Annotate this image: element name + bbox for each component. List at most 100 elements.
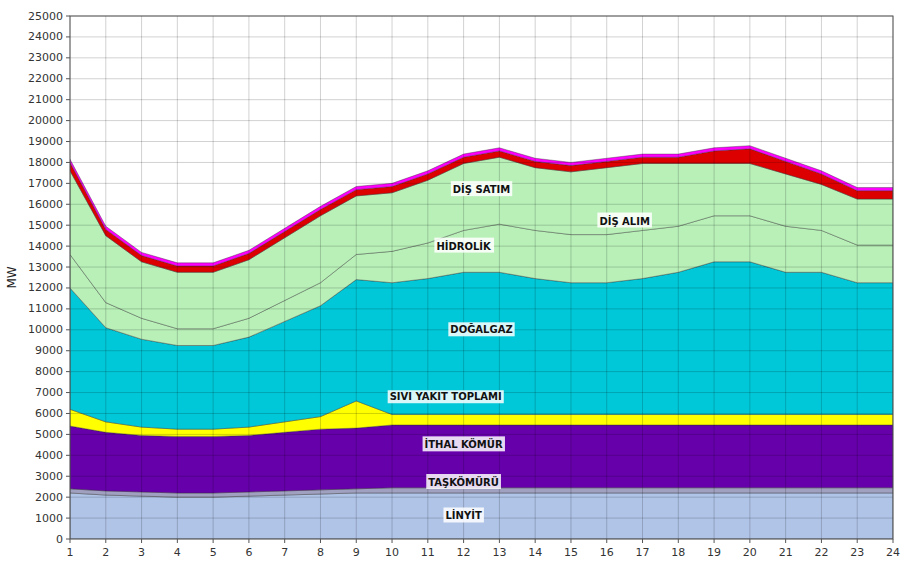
- tick-label-x: 23: [850, 546, 864, 559]
- tick-y: [66, 413, 70, 414]
- tick-label-y: 1000: [35, 512, 63, 525]
- tick-label-x: 10: [385, 546, 399, 559]
- grid-line-x: [356, 16, 357, 539]
- tick-y: [66, 371, 70, 372]
- annotation-box: [597, 213, 652, 228]
- tick-label-x: 13: [492, 546, 506, 559]
- tick-label-x: 14: [528, 546, 542, 559]
- tick-label-y: 10000: [28, 323, 63, 336]
- axis-label-y: MW: [5, 266, 19, 288]
- tick-label-x: 2: [102, 546, 109, 559]
- grid-line-x: [213, 16, 214, 539]
- grid-line-x: [248, 16, 249, 539]
- tick-label-y: 25000: [28, 10, 63, 23]
- grid-line-y: [70, 350, 893, 351]
- grid-line-y: [70, 497, 893, 498]
- tick-x: [606, 539, 607, 543]
- tick-x: [213, 539, 214, 543]
- tick-label-y: 6000: [35, 407, 63, 420]
- annotation: DİŞ SATIM: [451, 181, 512, 196]
- annotation: TAŞKÖMÜRÜ: [426, 474, 501, 489]
- tick-y: [66, 141, 70, 142]
- grid-line-y: [70, 371, 893, 372]
- chart: 0100020003000400050006000700080009000100…: [0, 0, 913, 575]
- grid-line-x: [606, 16, 607, 539]
- annotation-text: DOĞALGAZ: [450, 323, 512, 335]
- tick-label-x: 5: [210, 546, 217, 559]
- tick-label-x: 6: [245, 546, 252, 559]
- grid-line-x: [427, 16, 428, 539]
- tick-label-y: 23000: [28, 51, 63, 64]
- tick-y: [66, 267, 70, 268]
- annotation: DİŞ ALIM: [597, 213, 652, 228]
- grid-line-y: [70, 78, 893, 79]
- tick-y: [66, 204, 70, 205]
- grid: [70, 16, 893, 539]
- area-layer: [70, 493, 893, 539]
- tick-x: [248, 539, 249, 543]
- tick-label-x: 8: [317, 546, 324, 559]
- tick-x: [499, 539, 500, 543]
- tick-label-x: 15: [564, 546, 578, 559]
- tick-y: [66, 329, 70, 330]
- tick-y: [66, 455, 70, 456]
- annotation-box: [423, 436, 505, 451]
- grid-line-y: [70, 225, 893, 226]
- tick-label-y: 4000: [35, 449, 63, 462]
- grid-line-y: [70, 455, 893, 456]
- area-layer: [70, 157, 893, 329]
- tick-x: [821, 539, 822, 543]
- tick-x: [535, 539, 536, 543]
- tick-label-y: 3000: [35, 470, 63, 483]
- tick-label-x: 9: [353, 546, 360, 559]
- tick-label-x: 11: [421, 546, 435, 559]
- grid-line-x: [642, 16, 643, 539]
- tick-label-y: 8000: [35, 365, 63, 378]
- tick-x: [177, 539, 178, 543]
- tick-label-y: 24000: [28, 30, 63, 43]
- tick-label-y: 5000: [35, 428, 63, 441]
- grid-line-y: [70, 434, 893, 435]
- tick-label-x: 12: [457, 546, 471, 559]
- grid-line-x: [463, 16, 464, 539]
- annotation-text: İTHAL KÖMÜR: [425, 437, 503, 450]
- plot-frame: [70, 16, 893, 539]
- annotation-text: DİŞ SATIM: [453, 182, 510, 195]
- tick-label-y: 19000: [28, 135, 63, 148]
- tick-label-y: 2000: [35, 491, 63, 504]
- tick-label-y: 12000: [28, 281, 63, 294]
- tick-label-y: 7000: [35, 386, 63, 399]
- annotation-box: [434, 238, 494, 253]
- tick-label-x: 19: [707, 546, 721, 559]
- tick-x: [141, 539, 142, 543]
- annotation-box: [426, 474, 501, 489]
- tick-y: [66, 476, 70, 477]
- tick-label-y: 0: [56, 533, 63, 546]
- annotation: LİNYİT: [443, 507, 483, 522]
- annotation-text: SIVI YAKIT TOPLAMI: [390, 391, 502, 402]
- area-layer: [70, 146, 893, 266]
- tick-x: [714, 539, 715, 543]
- tick-label-y: 11000: [28, 302, 63, 315]
- grid-line-x: [857, 16, 858, 539]
- tick-x: [678, 539, 679, 543]
- grid-line-x: [499, 16, 500, 539]
- area-layer: [70, 149, 893, 272]
- grid-line-x: [177, 16, 178, 539]
- grid-line-y: [70, 287, 893, 288]
- grid-line-y: [70, 99, 893, 100]
- grid-line-y: [70, 36, 893, 37]
- grid-line-x: [105, 16, 106, 539]
- tick-label-x: 4: [174, 546, 181, 559]
- annotation-text: LİNYİT: [445, 508, 481, 521]
- tick-x: [893, 539, 894, 543]
- grid-line-x: [284, 16, 285, 539]
- axes: 0100020003000400050006000700080009000100…: [28, 10, 900, 560]
- grid-line-x: [320, 16, 321, 539]
- grid-line-y: [70, 162, 893, 163]
- tick-y: [66, 16, 70, 17]
- grid-line-y: [70, 57, 893, 58]
- tick-x: [392, 539, 393, 543]
- tick-y: [66, 539, 70, 540]
- grid-line-x: [141, 16, 142, 539]
